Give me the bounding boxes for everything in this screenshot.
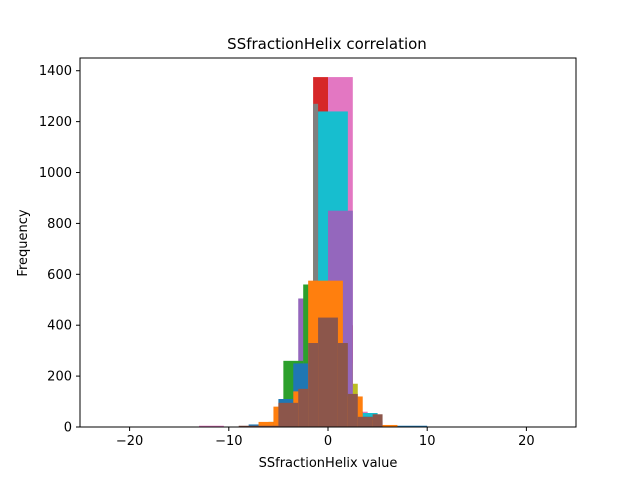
- histogram-bar-s10-b2: [278, 402, 299, 427]
- chart-title: SSfractionHelix correlation: [227, 35, 427, 53]
- y-tick-label: 1000: [39, 166, 72, 181]
- histogram-bar-s10-b6: [337, 343, 348, 427]
- y-axis-ticks: 0 200 400 600 800 1000 1200 1400: [39, 64, 80, 436]
- x-tick-label: 20: [518, 434, 535, 449]
- x-tick-label: −10: [215, 434, 242, 449]
- histogram-bar-s10-b1: [238, 425, 279, 427]
- y-tick-label: 200: [47, 370, 72, 385]
- histogram-bar-s10-b9: [372, 414, 383, 427]
- y-tick-label: 600: [47, 268, 72, 283]
- x-axis-ticks: −20 −10 0 10 20: [116, 427, 535, 449]
- histogram-bar-s10-b4: [308, 343, 319, 427]
- y-tick-label: 1400: [39, 64, 72, 79]
- bar-layer: [199, 77, 428, 428]
- y-tick-label: 1200: [39, 115, 72, 130]
- x-tick-label: 10: [419, 434, 436, 449]
- histogram-bar-s9-b7: [377, 424, 398, 427]
- histogram-bar-s8-b7: [372, 425, 428, 427]
- x-tick-label: −20: [116, 434, 143, 449]
- histogram-bar-s10-b3: [298, 388, 309, 427]
- histogram-bar-s10-b8: [357, 416, 373, 427]
- y-axis-label: Frequency: [16, 209, 31, 276]
- histogram-bar-s1-b1: [199, 425, 224, 427]
- y-tick-label: 0: [64, 421, 72, 436]
- histogram-bar-s4-b2: [313, 103, 319, 428]
- histogram-bar-s10-b5: [318, 317, 338, 427]
- histogram-bar-s9-b1: [258, 421, 274, 427]
- histogram-bar-s10-b7: [347, 393, 358, 427]
- y-tick-label: 400: [47, 319, 72, 334]
- x-axis-label: SSfractionHelix value: [259, 456, 398, 471]
- x-tick-label: 0: [324, 434, 332, 449]
- y-tick-label: 800: [47, 217, 72, 232]
